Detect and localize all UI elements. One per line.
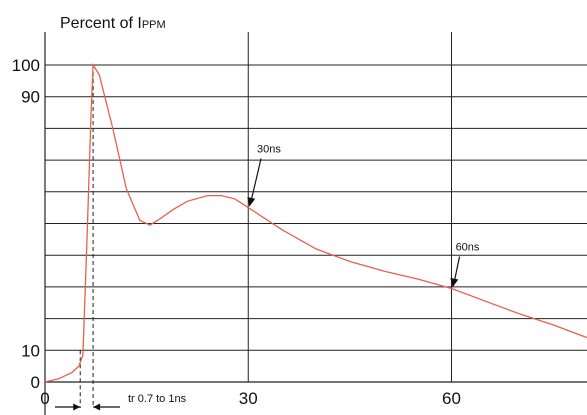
annotation-label-0: 30ns [257, 143, 281, 155]
chart-title-subscript: PPM [142, 19, 166, 31]
y-tick-label-1: 10 [21, 341, 40, 360]
annotation-arrow-head-1 [450, 277, 459, 288]
rise-left-arrow-head [73, 403, 81, 411]
annotation-arrow-line-0 [249, 158, 262, 205]
axes [44, 32, 587, 415]
annotation-label-1: 60ns [456, 241, 480, 253]
rise-right-arrow-head [93, 403, 101, 411]
annotations: 30ns 60ns [247, 143, 480, 288]
rise-time-label: tr 0.7 to 1ns [128, 393, 187, 405]
chart-title-main: Percent of I [60, 15, 142, 32]
grid-lines [45, 32, 587, 382]
tick-labels: 0 10 90 100 0 30 60 [12, 56, 461, 408]
x-tick-label-0: 0 [40, 389, 49, 408]
rise-time-marker: tr 0.7 to 1ns [55, 393, 187, 411]
y-tick-label-2: 90 [21, 88, 40, 107]
y-tick-label-0: 0 [31, 373, 40, 392]
y-tick-label-3: 100 [12, 56, 40, 75]
x-tick-label-1: 30 [239, 389, 258, 408]
chart-title: Percent of IPPM [60, 15, 166, 32]
dashed-markers [79, 65, 94, 408]
series-group [44, 62, 587, 383]
x-tick-label-2: 60 [442, 389, 461, 408]
series-line-0 [44, 62, 587, 383]
annotation-arrow-head-0 [247, 197, 256, 207]
